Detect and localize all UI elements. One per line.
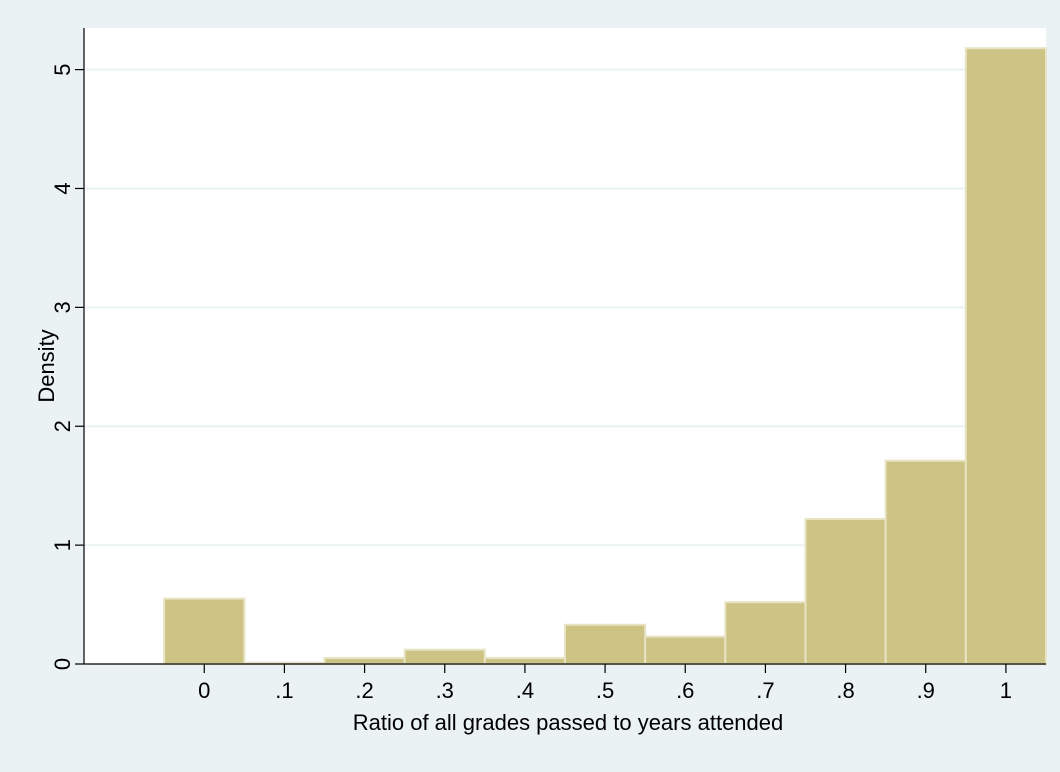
y-axis-label: Density	[34, 329, 59, 402]
y-tick-label: 2	[50, 420, 75, 432]
y-tick-label: 5	[50, 63, 75, 75]
histogram-bar	[323, 657, 406, 666]
x-tick-label: 0	[198, 678, 210, 703]
histogram-bar	[564, 623, 647, 665]
x-tick-label: .8	[836, 678, 854, 703]
x-tick-label: .7	[756, 678, 774, 703]
histogram-bar	[163, 597, 246, 665]
y-tick-label: 4	[50, 182, 75, 194]
x-tick-label: .1	[275, 678, 293, 703]
x-axis-label: Ratio of all grades passed to years atte…	[353, 710, 784, 735]
bars	[163, 47, 1047, 666]
x-tick-label: .3	[436, 678, 454, 703]
histogram-bar	[403, 648, 486, 665]
y-tick-label: 0	[50, 658, 75, 670]
y-tick-label: 3	[50, 301, 75, 313]
x-tick-label: .2	[355, 678, 373, 703]
histogram-bar	[483, 657, 567, 666]
x-tick-label: .4	[516, 678, 534, 703]
histogram-bar	[804, 517, 887, 665]
x-tick-label: .6	[676, 678, 694, 703]
y-tick-label: 1	[50, 539, 75, 551]
histogram-bar	[724, 601, 807, 665]
histogram-bar	[884, 459, 967, 665]
x-tick-label: 1	[1000, 678, 1012, 703]
gridlines	[84, 68, 1046, 547]
x-tick-label: .9	[917, 678, 935, 703]
x-tick-label: .5	[596, 678, 614, 703]
histogram-bar	[644, 635, 727, 666]
histogram-bar	[964, 47, 1047, 665]
axes: 0 1 2 3 4 5 0 .1 .2 .3 .4 .5 .6 .7 .8 .9 1	[50, 28, 1046, 703]
